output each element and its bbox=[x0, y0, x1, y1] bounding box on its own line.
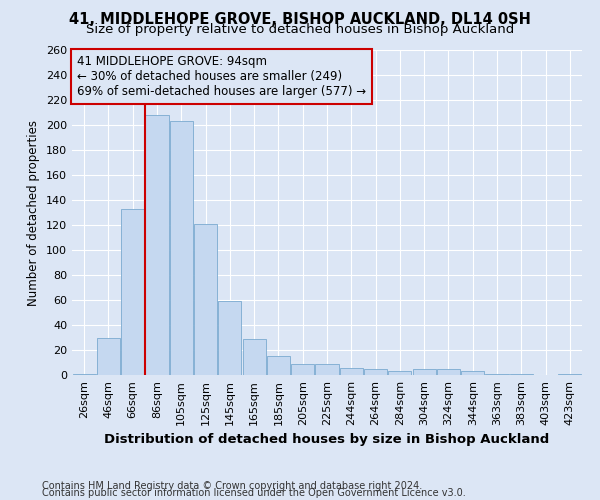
Bar bbox=[485, 374, 509, 375]
Bar bbox=[364, 369, 387, 375]
Bar bbox=[559, 374, 581, 375]
Text: 41 MIDDLEHOPE GROVE: 94sqm
← 30% of detached houses are smaller (249)
69% of sem: 41 MIDDLEHOPE GROVE: 94sqm ← 30% of deta… bbox=[77, 55, 366, 98]
Bar bbox=[242, 339, 266, 375]
Bar bbox=[73, 374, 95, 375]
Bar bbox=[121, 209, 144, 375]
Bar bbox=[170, 121, 193, 375]
Bar bbox=[194, 224, 217, 375]
Bar bbox=[461, 371, 484, 375]
X-axis label: Distribution of detached houses by size in Bishop Auckland: Distribution of detached houses by size … bbox=[104, 434, 550, 446]
Bar bbox=[388, 371, 412, 375]
Text: Contains public sector information licensed under the Open Government Licence v3: Contains public sector information licen… bbox=[42, 488, 466, 498]
Y-axis label: Number of detached properties: Number of detached properties bbox=[28, 120, 40, 306]
Bar bbox=[218, 301, 241, 375]
Bar bbox=[316, 364, 338, 375]
Bar bbox=[291, 364, 314, 375]
Bar bbox=[510, 374, 533, 375]
Bar bbox=[437, 369, 460, 375]
Text: 41, MIDDLEHOPE GROVE, BISHOP AUCKLAND, DL14 0SH: 41, MIDDLEHOPE GROVE, BISHOP AUCKLAND, D… bbox=[69, 12, 531, 28]
Bar bbox=[145, 115, 169, 375]
Bar bbox=[267, 356, 290, 375]
Text: Contains HM Land Registry data © Crown copyright and database right 2024.: Contains HM Land Registry data © Crown c… bbox=[42, 481, 422, 491]
Bar bbox=[97, 338, 120, 375]
Text: Size of property relative to detached houses in Bishop Auckland: Size of property relative to detached ho… bbox=[86, 22, 514, 36]
Bar bbox=[413, 369, 436, 375]
Bar bbox=[340, 368, 363, 375]
